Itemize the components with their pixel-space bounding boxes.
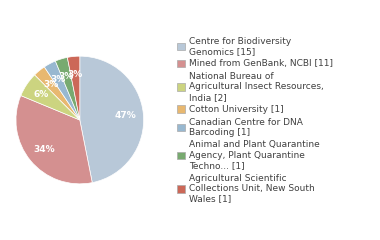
Text: 47%: 47% [115,111,136,120]
Text: 34%: 34% [33,145,55,154]
Text: 3%: 3% [51,75,66,84]
Text: 3%: 3% [68,70,83,79]
Wedge shape [44,61,80,120]
Text: 6%: 6% [34,90,49,99]
Text: 3%: 3% [59,72,74,80]
Wedge shape [21,75,80,120]
Wedge shape [16,96,92,184]
Wedge shape [35,67,80,120]
Wedge shape [80,56,144,183]
Wedge shape [55,57,80,120]
Legend: Centre for Biodiversity
Genomics [15], Mined from GenBank, NCBI [11], National B: Centre for Biodiversity Genomics [15], M… [177,37,332,203]
Wedge shape [67,56,80,120]
Text: 3%: 3% [43,80,58,89]
